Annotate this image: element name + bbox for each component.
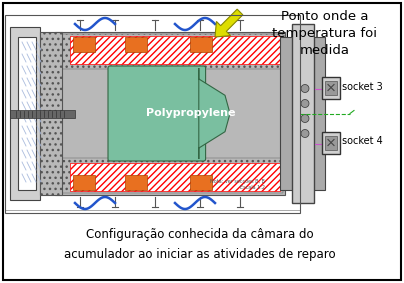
Text: socket 4: socket 4 bbox=[342, 136, 383, 147]
Circle shape bbox=[301, 130, 309, 138]
Polygon shape bbox=[199, 68, 230, 159]
Bar bbox=[10, 27, 40, 200]
Bar bbox=[292, 24, 314, 203]
Bar bbox=[57, 158, 283, 193]
Text: Configuração conhecida da câmara do
acumulador ao iniciar as atividades de repar: Configuração conhecida da câmara do acum… bbox=[64, 228, 336, 261]
Bar bbox=[10, 110, 75, 117]
FancyBboxPatch shape bbox=[108, 66, 206, 161]
Bar bbox=[40, 32, 62, 195]
Bar bbox=[125, 37, 147, 52]
Bar bbox=[280, 37, 325, 190]
Text: Ponto onde a
temperatura foi
medida: Ponto onde a temperatura foi medida bbox=[273, 10, 377, 57]
Text: Polypropylene: Polypropylene bbox=[146, 108, 236, 119]
Bar bbox=[325, 136, 337, 149]
Bar bbox=[70, 36, 280, 64]
Bar bbox=[322, 76, 340, 98]
Bar bbox=[190, 37, 212, 52]
Circle shape bbox=[301, 85, 309, 93]
Bar bbox=[5, 15, 300, 213]
Text: socket 3: socket 3 bbox=[342, 82, 383, 91]
Circle shape bbox=[301, 100, 309, 108]
Bar bbox=[18, 37, 36, 190]
Bar bbox=[125, 175, 147, 190]
Bar bbox=[70, 163, 280, 191]
Text: Nota: ver secções B, B
Escala 1:2: Nota: ver secções B, B Escala 1:2 bbox=[210, 179, 265, 190]
Circle shape bbox=[301, 115, 309, 123]
Bar bbox=[190, 175, 212, 190]
Bar bbox=[55, 32, 285, 195]
FancyArrow shape bbox=[215, 9, 243, 37]
Bar bbox=[73, 37, 95, 52]
Bar bbox=[322, 132, 340, 153]
Bar bbox=[325, 80, 337, 95]
Bar bbox=[57, 34, 283, 69]
Bar bbox=[73, 175, 95, 190]
